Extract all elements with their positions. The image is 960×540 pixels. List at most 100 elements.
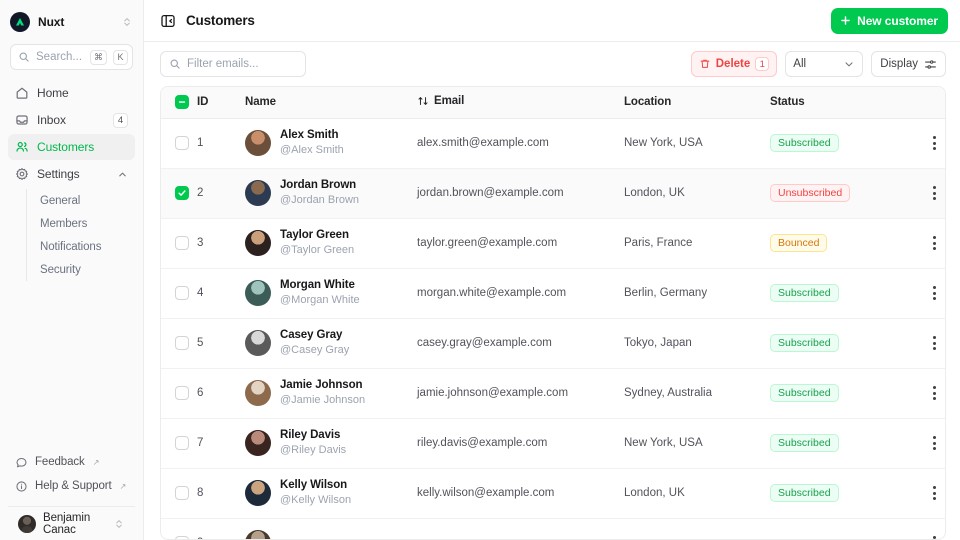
sidebar-nav: Home Inbox 4 Customers Settings General … — [0, 80, 143, 281]
row-name: Casey Gray — [280, 328, 343, 341]
table-row[interactable]: 6 Jamie Johnson @Jamie Johnson jamie.johnso… — [161, 368, 945, 419]
sidebar: Nuxt Search... ⌘ K Home Inbox 4 — [0, 0, 144, 540]
topbar: Customers New customer — [144, 0, 960, 42]
header-email[interactable]: Email — [417, 87, 624, 119]
kebab-menu-icon[interactable] — [910, 436, 945, 450]
feedback-link[interactable]: Feedback ↗ — [8, 450, 135, 474]
panel-collapse-icon[interactable] — [160, 13, 176, 29]
gear-icon — [16, 168, 28, 180]
customers-table: ID Name Email Location Status — [160, 86, 946, 540]
row-actions-cell — [910, 368, 945, 419]
status-badge: Subscribed — [770, 484, 839, 502]
sidebar-search-wrap: Search... ⌘ K — [0, 42, 143, 80]
sidebar-item-customers[interactable]: Customers — [8, 134, 135, 160]
status-badge: Subscribed — [770, 134, 839, 152]
sidebar-subitem-members[interactable]: Members — [40, 217, 88, 230]
sidebar-item-label: Customers — [37, 140, 95, 154]
row-checkbox[interactable] — [175, 536, 189, 539]
filter-emails-input[interactable]: Filter emails... — [160, 51, 306, 77]
header-location[interactable]: Location — [624, 87, 770, 119]
external-link-icon: ↗ — [119, 481, 127, 491]
display-button[interactable]: Display — [871, 51, 946, 77]
help-support-link[interactable]: Help & Support ↗ — [8, 474, 135, 498]
sidebar-item-inbox[interactable]: Inbox 4 — [8, 107, 135, 133]
row-checkbox[interactable] — [175, 136, 189, 150]
header-status[interactable]: Status — [770, 87, 910, 119]
row-name-cell: Kelly Wilson @Kelly Wilson — [245, 468, 417, 519]
header-email-label: Email — [434, 94, 465, 107]
table-row[interactable]: 7 Riley Davis @Riley Davis riley.davis@exam… — [161, 418, 945, 469]
row-location: New York, USA — [624, 418, 770, 469]
external-link-icon: ↗ — [92, 457, 100, 467]
status-badge: Unsubscribed — [770, 184, 851, 202]
row-name-cell: Morgan White @Morgan White — [245, 268, 417, 319]
kebab-menu-icon[interactable] — [910, 236, 945, 250]
kebab-menu-icon[interactable] — [910, 486, 945, 500]
row-name-cell: Alex Smith @Alex Smith — [245, 118, 417, 169]
table-row[interactable]: 2 Jordan Brown @Jordan Brown jordan.brown@e… — [161, 168, 945, 219]
table-row[interactable]: 4 Morgan White @Morgan White morgan.white@e… — [161, 268, 945, 319]
row-handle: @Morgan White — [280, 294, 360, 307]
row-select-cell — [161, 168, 197, 219]
header-select-all-cell — [161, 87, 197, 119]
search-input[interactable]: Search... ⌘ K — [10, 44, 133, 70]
sidebar-item-label: Settings — [37, 167, 80, 181]
row-select-cell — [161, 318, 197, 369]
kebab-menu-icon[interactable] — [910, 186, 945, 200]
plus-icon — [841, 16, 850, 25]
row-checkbox[interactable] — [175, 386, 189, 400]
row-checkbox[interactable] — [175, 436, 189, 450]
sidebar-item-settings[interactable]: Settings — [8, 161, 135, 187]
row-status-cell: Bounced — [770, 218, 910, 269]
select-all-checkbox[interactable] — [175, 95, 189, 110]
table-row[interactable]: 8 Kelly Wilson @Kelly Wilson kelly.wilson@e… — [161, 468, 945, 519]
inbox-icon — [16, 115, 28, 125]
new-customer-label: New customer — [857, 13, 938, 28]
row-email: casey.gray@example.com — [417, 318, 624, 369]
row-location: New York, USA — [624, 118, 770, 169]
kebab-menu-icon[interactable] — [910, 286, 945, 300]
search-placeholder: Search... — [36, 51, 83, 63]
header-name[interactable]: Name — [245, 87, 417, 119]
kebab-menu-icon[interactable] — [910, 536, 945, 539]
row-status-cell: Subscribed — [770, 418, 910, 469]
row-status-cell: Subscribed — [770, 368, 910, 419]
sidebar-subitem-notifications[interactable]: Notifications — [40, 240, 102, 253]
table-row[interactable]: 5 Casey Gray @Casey Gray casey.gray@example… — [161, 318, 945, 369]
row-handle: @Kelly Wilson — [280, 494, 352, 507]
kebab-menu-icon[interactable] — [910, 136, 945, 150]
team-switcher[interactable]: Nuxt — [0, 0, 143, 42]
row-handle: @Jordan Brown — [280, 194, 360, 207]
new-customer-button[interactable]: New customer — [831, 7, 948, 34]
row-checkbox[interactable] — [175, 286, 189, 300]
kebab-menu-icon[interactable] — [910, 386, 945, 400]
kebab-menu-icon[interactable] — [910, 336, 945, 350]
table-row[interactable]: 1 Alex Smith @Alex Smith alex.smith@example… — [161, 118, 945, 169]
row-status-cell: Subscribed — [770, 318, 910, 369]
header-id[interactable]: ID — [197, 87, 245, 119]
user-switcher[interactable]: Benjamin Canac — [8, 506, 135, 540]
row-actions-cell — [910, 218, 945, 269]
table-toolbar: Filter emails... Delete 1 All Display — [144, 42, 960, 86]
table-row[interactable]: 3 Taylor Green @Taylor Green taylor.green@e… — [161, 218, 945, 269]
feedback-label: Feedback — [35, 456, 85, 468]
row-actions-cell — [910, 518, 945, 539]
row-checkbox[interactable] — [175, 486, 189, 500]
row-actions-cell — [910, 468, 945, 519]
sidebar-subitem-security[interactable]: Security — [40, 263, 81, 276]
status-badge: Subscribed — [770, 284, 839, 302]
row-actions-cell — [910, 118, 945, 169]
avatar — [18, 514, 36, 533]
delete-button[interactable]: Delete 1 — [690, 51, 778, 77]
status-filter-select[interactable]: All — [785, 51, 864, 77]
table-row[interactable]: 9 — [161, 518, 945, 539]
row-checkbox[interactable] — [175, 336, 189, 350]
page-title: Customers — [186, 13, 255, 28]
avatar — [245, 179, 271, 206]
sidebar-subitem-general[interactable]: General — [40, 194, 81, 207]
avatar — [245, 279, 271, 306]
row-checkbox[interactable] — [175, 186, 189, 200]
row-id: 5 — [197, 318, 245, 369]
sidebar-item-home[interactable]: Home — [8, 80, 135, 106]
row-checkbox[interactable] — [175, 236, 189, 250]
